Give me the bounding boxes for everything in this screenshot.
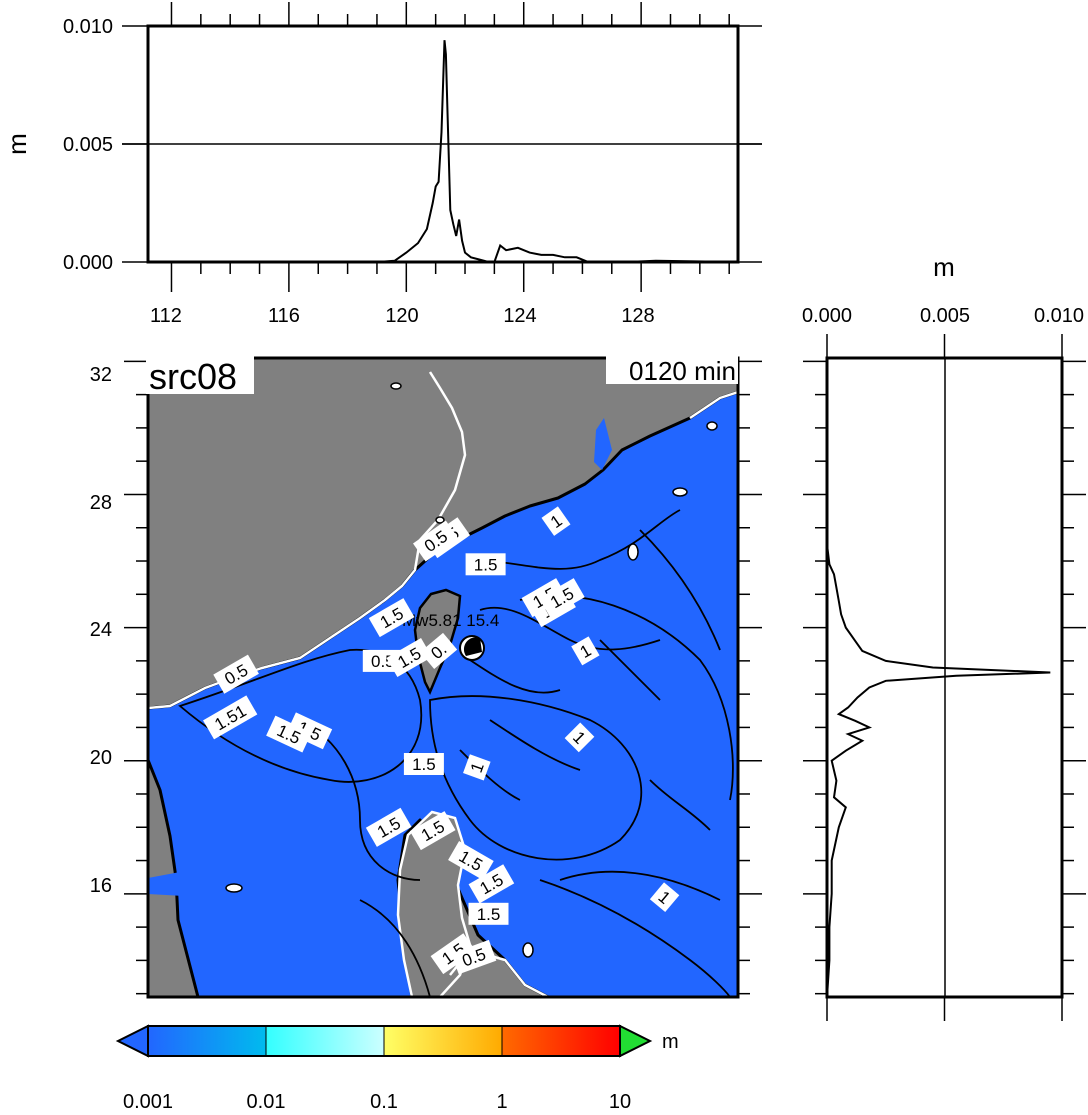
lon-tick-label: 116 — [268, 305, 300, 327]
top-profile-ytick-label: 0.000 — [63, 252, 113, 274]
map-time-label: 0120 min — [629, 356, 736, 386]
right-profile-frame — [825, 356, 1064, 999]
right-profile-xtick-label: 0.010 — [1034, 305, 1084, 327]
right-profile-x-unit: m — [933, 252, 955, 282]
sea-inlet — [148, 872, 184, 896]
svg-text:1.5: 1.5 — [477, 905, 501, 924]
contour-label: 1 — [571, 636, 600, 666]
top-profile-ticks — [122, 2, 762, 292]
colorbar-segment — [266, 1026, 384, 1056]
colorbar-unit: m — [662, 1031, 679, 1053]
lat-tick-label: 16 — [90, 875, 112, 897]
colorbar-segment — [384, 1026, 502, 1056]
colorbar-tick-label: 1 — [496, 1091, 507, 1113]
colorbar-tick-label: 0.1 — [370, 1091, 398, 1113]
colorbar-segment — [148, 1026, 266, 1056]
contour-label: 1.5 — [465, 553, 506, 576]
top-profile-y-unit: m — [2, 133, 32, 155]
svg-text:1.5: 1.5 — [412, 755, 436, 774]
colorbar-under-arrow — [115, 1024, 149, 1058]
colorbar: m 0.001 0.01 0.1 1 10 — [115, 1024, 679, 1113]
colorbar-tick-label: 0.001 — [123, 1091, 173, 1113]
small-islands — [225, 382, 718, 958]
lat-tick-label: 20 — [90, 747, 112, 769]
top-profile-frame — [146, 24, 740, 264]
map-time-box — [606, 356, 738, 384]
contour-labels: 11.51.50.51.50.51.50.51.511.51.511.51.51… — [203, 506, 680, 975]
epicenter-marker — [459, 635, 485, 661]
map-frame — [146, 356, 740, 999]
colorbar-tick-label: 0.01 — [247, 1091, 286, 1113]
right-profile-xtick-label: 0.005 — [920, 305, 970, 327]
lat-tick-label: 32 — [90, 364, 112, 386]
top-profile-ytick-label: 0.010 — [63, 16, 113, 38]
top-profile-ytick-label: 0.005 — [63, 134, 113, 156]
contour-label: 1.5 — [468, 902, 509, 925]
lon-tick-label: 112 — [150, 305, 182, 327]
right-profile-series-line — [826, 358, 1051, 998]
contour-label: 1 — [649, 882, 680, 913]
contour-label: 0. — [420, 632, 458, 669]
epicenter-label: Mw5.81 15.4 — [402, 611, 499, 630]
map-ticks — [124, 360, 762, 995]
map-panel: Mw5.81 15.4 11.51.50.51.50.51.50.51.511.… — [90, 356, 762, 999]
lat-tick-label: 24 — [90, 619, 112, 641]
lat-tick-label: 28 — [90, 492, 112, 514]
top-profile-panel: m 0.010 0.005 0.000 112 116 120 124 128 — [2, 2, 762, 327]
contour-label: 1 — [463, 754, 491, 781]
contour-label: 1 — [564, 722, 595, 753]
sea-inlet — [594, 418, 612, 470]
contour-label: 1.5 — [403, 753, 444, 775]
map-title-box — [146, 356, 254, 394]
colorbar-over-arrow — [619, 1024, 653, 1058]
map-title: src08 — [149, 356, 237, 397]
right-profile-panel: m 0.000 0.005 0.010 — [802, 252, 1086, 1021]
contour-label: 1 — [541, 506, 571, 536]
right-profile-ticks — [803, 334, 1086, 1021]
lon-tick-label: 128 — [621, 305, 654, 327]
svg-text:1.5: 1.5 — [474, 555, 498, 574]
right-profile-xtick-label: 0.000 — [802, 305, 852, 327]
top-profile-series-line — [148, 40, 739, 263]
lon-tick-label: 120 — [385, 305, 418, 327]
colorbar-tick-label: 10 — [609, 1091, 631, 1113]
colorbar-segment — [502, 1026, 620, 1056]
lon-tick-label: 124 — [503, 305, 536, 327]
